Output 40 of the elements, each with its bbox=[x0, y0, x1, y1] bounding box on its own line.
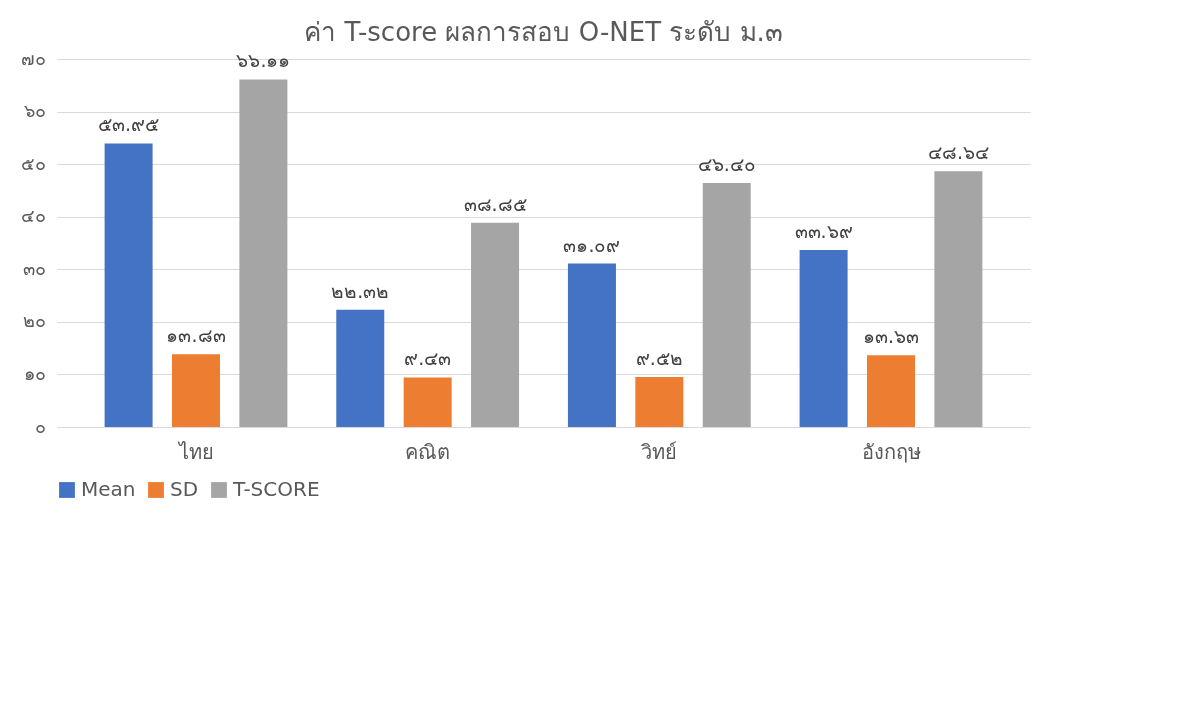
legend-label: SD bbox=[170, 477, 199, 501]
data-label: ๑๓.๖๓ bbox=[862, 325, 920, 348]
data-label: ๒๒.๓๒ bbox=[331, 279, 390, 302]
y-tick-label: ๔๐ bbox=[20, 205, 46, 227]
bar bbox=[104, 143, 153, 427]
legend-label: Mean bbox=[81, 477, 136, 501]
data-label: ๓๘.๘๕ bbox=[463, 192, 527, 215]
data-label: ๔๖.๔๐ bbox=[697, 153, 756, 176]
bar bbox=[336, 309, 385, 427]
x-tick-label: วิทย์ bbox=[641, 439, 678, 464]
data-label: ๓๓.๖๙ bbox=[794, 219, 853, 242]
x-tick-label: อังกฤษ bbox=[861, 439, 921, 464]
bar bbox=[471, 222, 520, 427]
bar bbox=[635, 376, 684, 427]
legend-label: T-SCORE bbox=[232, 477, 320, 501]
bar bbox=[934, 171, 983, 427]
y-tick-label: ๖๐ bbox=[23, 100, 46, 122]
y-tick-label: ๗๐ bbox=[20, 47, 46, 69]
data-label: ๔๘.๖๔ bbox=[927, 141, 989, 164]
bar bbox=[403, 377, 452, 427]
bar bbox=[867, 355, 915, 427]
bar bbox=[172, 354, 220, 427]
data-label: ๖๖.๑๑ bbox=[236, 49, 291, 72]
bar bbox=[567, 263, 616, 427]
x-tick-label: คณิต bbox=[405, 439, 451, 464]
bar bbox=[702, 183, 751, 427]
data-label: ๓๑.๐๙ bbox=[563, 233, 621, 256]
y-tick-label: ๒๐ bbox=[22, 310, 46, 332]
y-tick-label: ๕๐ bbox=[20, 152, 46, 174]
data-label: ๙.๔๓ bbox=[404, 347, 452, 370]
data-label: ๕๓.๙๕ bbox=[98, 113, 160, 136]
y-tick-label: ๑๐ bbox=[23, 362, 46, 384]
bar bbox=[799, 249, 848, 427]
data-label: ๙.๕๒ bbox=[635, 346, 683, 369]
data-label: ๑๓.๘๓ bbox=[166, 324, 226, 347]
y-tick-label: ๓๐ bbox=[22, 257, 46, 279]
x-tick-label: ไทย bbox=[176, 439, 214, 464]
y-tick-label: ๐ bbox=[34, 415, 46, 437]
chart-title: ค่า T-score ผลการสอบ O-NET ระดับ ม.๓ bbox=[304, 17, 783, 47]
bar bbox=[239, 79, 288, 427]
